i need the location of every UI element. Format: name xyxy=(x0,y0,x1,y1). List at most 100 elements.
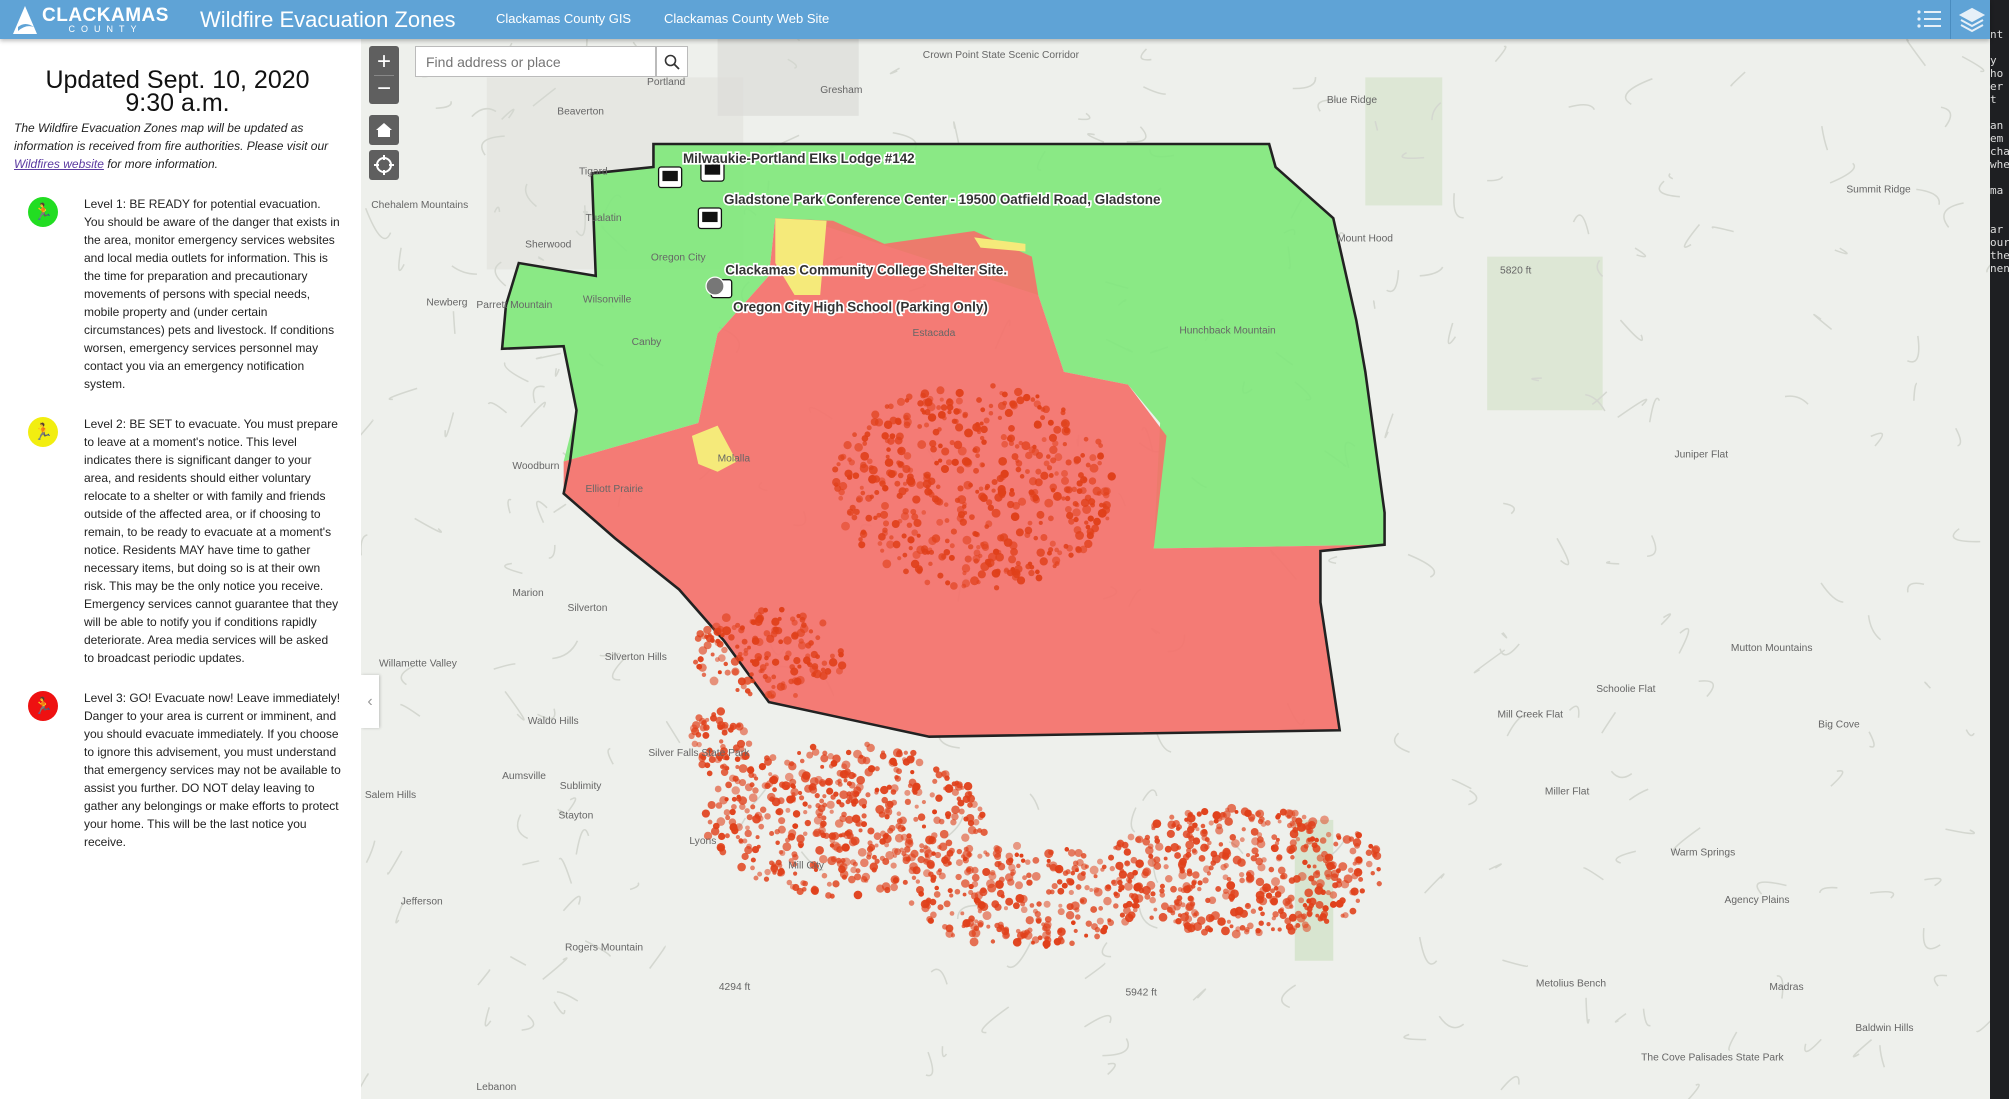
terminal-text: em xyxy=(1990,132,2004,145)
terminal-window-edge: nt y ho er t an em cha whe ma ar our the nen xyxy=(1990,0,2009,1099)
fire-point xyxy=(1232,855,1242,865)
fire-point xyxy=(908,900,915,906)
terrain-ridge xyxy=(1317,99,1338,112)
fire-point xyxy=(834,819,844,828)
fire-point xyxy=(944,518,950,523)
level2-zone[interactable] xyxy=(691,218,1026,472)
fire-point xyxy=(1058,903,1063,908)
fire-point xyxy=(1047,419,1054,426)
fire-point xyxy=(945,839,953,847)
fire-point xyxy=(836,462,841,467)
map-view[interactable]: Portland Gresham Beaverton Tigard Tualatin Sh… xyxy=(361,39,1990,1099)
fire-point xyxy=(1016,576,1026,585)
fire-point xyxy=(811,663,819,670)
fire-point xyxy=(764,758,772,766)
terrain-ridge xyxy=(1130,807,1137,833)
shelter-label[interactable]: Oregon City High School (Parking Only) xyxy=(731,298,989,316)
collapse-sidebar-button[interactable]: ‹ xyxy=(361,675,379,728)
shelter-label[interactable]: Clackamas Community College Shelter Site… xyxy=(724,261,1009,279)
fire-point xyxy=(986,924,991,929)
clackamas-website-link[interactable]: Clackamas County Web Site xyxy=(664,11,830,26)
fire-point xyxy=(1312,870,1321,879)
fire-point xyxy=(764,813,771,820)
fire-point xyxy=(1104,884,1112,892)
fire-point xyxy=(1093,887,1103,897)
fire-point xyxy=(897,472,904,479)
fire-point xyxy=(715,752,724,760)
fire-point xyxy=(884,842,890,848)
fire-point xyxy=(1020,932,1027,939)
fire-point xyxy=(953,408,960,415)
fire-point xyxy=(903,452,912,460)
fire-point xyxy=(951,812,959,821)
fire-point xyxy=(911,875,917,880)
fire-point xyxy=(1011,453,1019,461)
terrain-ridge xyxy=(493,663,516,670)
level3-zone[interactable] xyxy=(563,218,1385,737)
fire-point xyxy=(894,480,901,487)
fire-point xyxy=(853,749,862,759)
fire-point xyxy=(759,806,767,813)
fire-point xyxy=(915,758,924,767)
locate-button[interactable] xyxy=(369,150,399,180)
fire-point xyxy=(1335,899,1344,908)
shelter-label[interactable]: Milwaukie-Portland Elks Lodge #142 xyxy=(681,150,916,168)
fire-point xyxy=(1084,520,1089,525)
cluster-marker-icon[interactable] xyxy=(705,276,725,296)
fire-point xyxy=(1142,837,1151,846)
place-label: Agency Plains xyxy=(1724,895,1789,906)
fire-point xyxy=(710,635,715,640)
fire-point xyxy=(903,568,909,575)
fire-point xyxy=(772,870,777,875)
search-input[interactable] xyxy=(415,46,656,77)
fire-point xyxy=(801,622,807,628)
fire-point xyxy=(744,808,750,814)
logo-text: CLACKAMAS xyxy=(42,4,169,26)
fire-point xyxy=(841,521,850,531)
fire-point xyxy=(822,794,827,799)
fire-point xyxy=(1008,555,1017,564)
search-button[interactable] xyxy=(656,46,688,77)
fire-point xyxy=(743,651,749,657)
terrain-ridge xyxy=(1940,106,1952,128)
fire-point xyxy=(1321,850,1328,858)
clackamas-gis-link[interactable]: Clackamas County GIS xyxy=(496,11,632,26)
fire-point xyxy=(940,770,947,777)
zoom-in-button[interactable]: + xyxy=(376,47,391,75)
fire-point xyxy=(775,840,780,845)
map-canvas[interactable]: Portland Gresham Beaverton Tigard Tualatin Sh… xyxy=(361,39,1990,1099)
fire-point xyxy=(831,832,840,841)
clackamas-county-logo[interactable]: CLACKAMAS COUNTY xyxy=(12,3,169,36)
terrain-ridge xyxy=(1867,615,1882,641)
place-label: Lebanon xyxy=(476,1082,516,1093)
fire-point xyxy=(848,875,856,884)
fire-point xyxy=(744,846,753,855)
intro-text: The Wildfire Evacuation Zones map will b… xyxy=(14,119,341,173)
terrain-ridge xyxy=(1711,226,1734,233)
fire-point xyxy=(1132,907,1138,913)
fire-point xyxy=(988,403,994,409)
legend-list-icon[interactable] xyxy=(1916,7,1942,31)
fire-point xyxy=(1035,574,1043,582)
fire-point xyxy=(827,753,834,760)
info-sidebar: Updated Sept. 10, 2020 9:30 a.m. The Wild… xyxy=(0,39,361,1099)
fire-point xyxy=(988,410,994,416)
shelter-label[interactable]: Gladstone Park Conference Center - 19500… xyxy=(722,191,1162,209)
fire-point xyxy=(983,417,990,424)
fire-point xyxy=(1050,487,1056,493)
fire-point xyxy=(923,844,929,850)
terrain-ridge xyxy=(536,500,548,523)
fire-point xyxy=(1158,912,1168,922)
fire-point xyxy=(1035,916,1042,924)
fire-point xyxy=(972,423,981,432)
fire-point xyxy=(1220,812,1226,818)
fire-point xyxy=(783,636,792,645)
zoom-out-button[interactable]: − xyxy=(376,74,391,102)
layers-icon[interactable] xyxy=(1958,5,1986,33)
fire-point xyxy=(997,921,1004,928)
home-button[interactable] xyxy=(369,115,399,145)
terminal-text: ma xyxy=(1990,184,2004,197)
fire-point xyxy=(1279,911,1287,920)
fire-point xyxy=(799,795,805,801)
wildfires-website-link[interactable]: Wildfires website xyxy=(14,157,104,171)
